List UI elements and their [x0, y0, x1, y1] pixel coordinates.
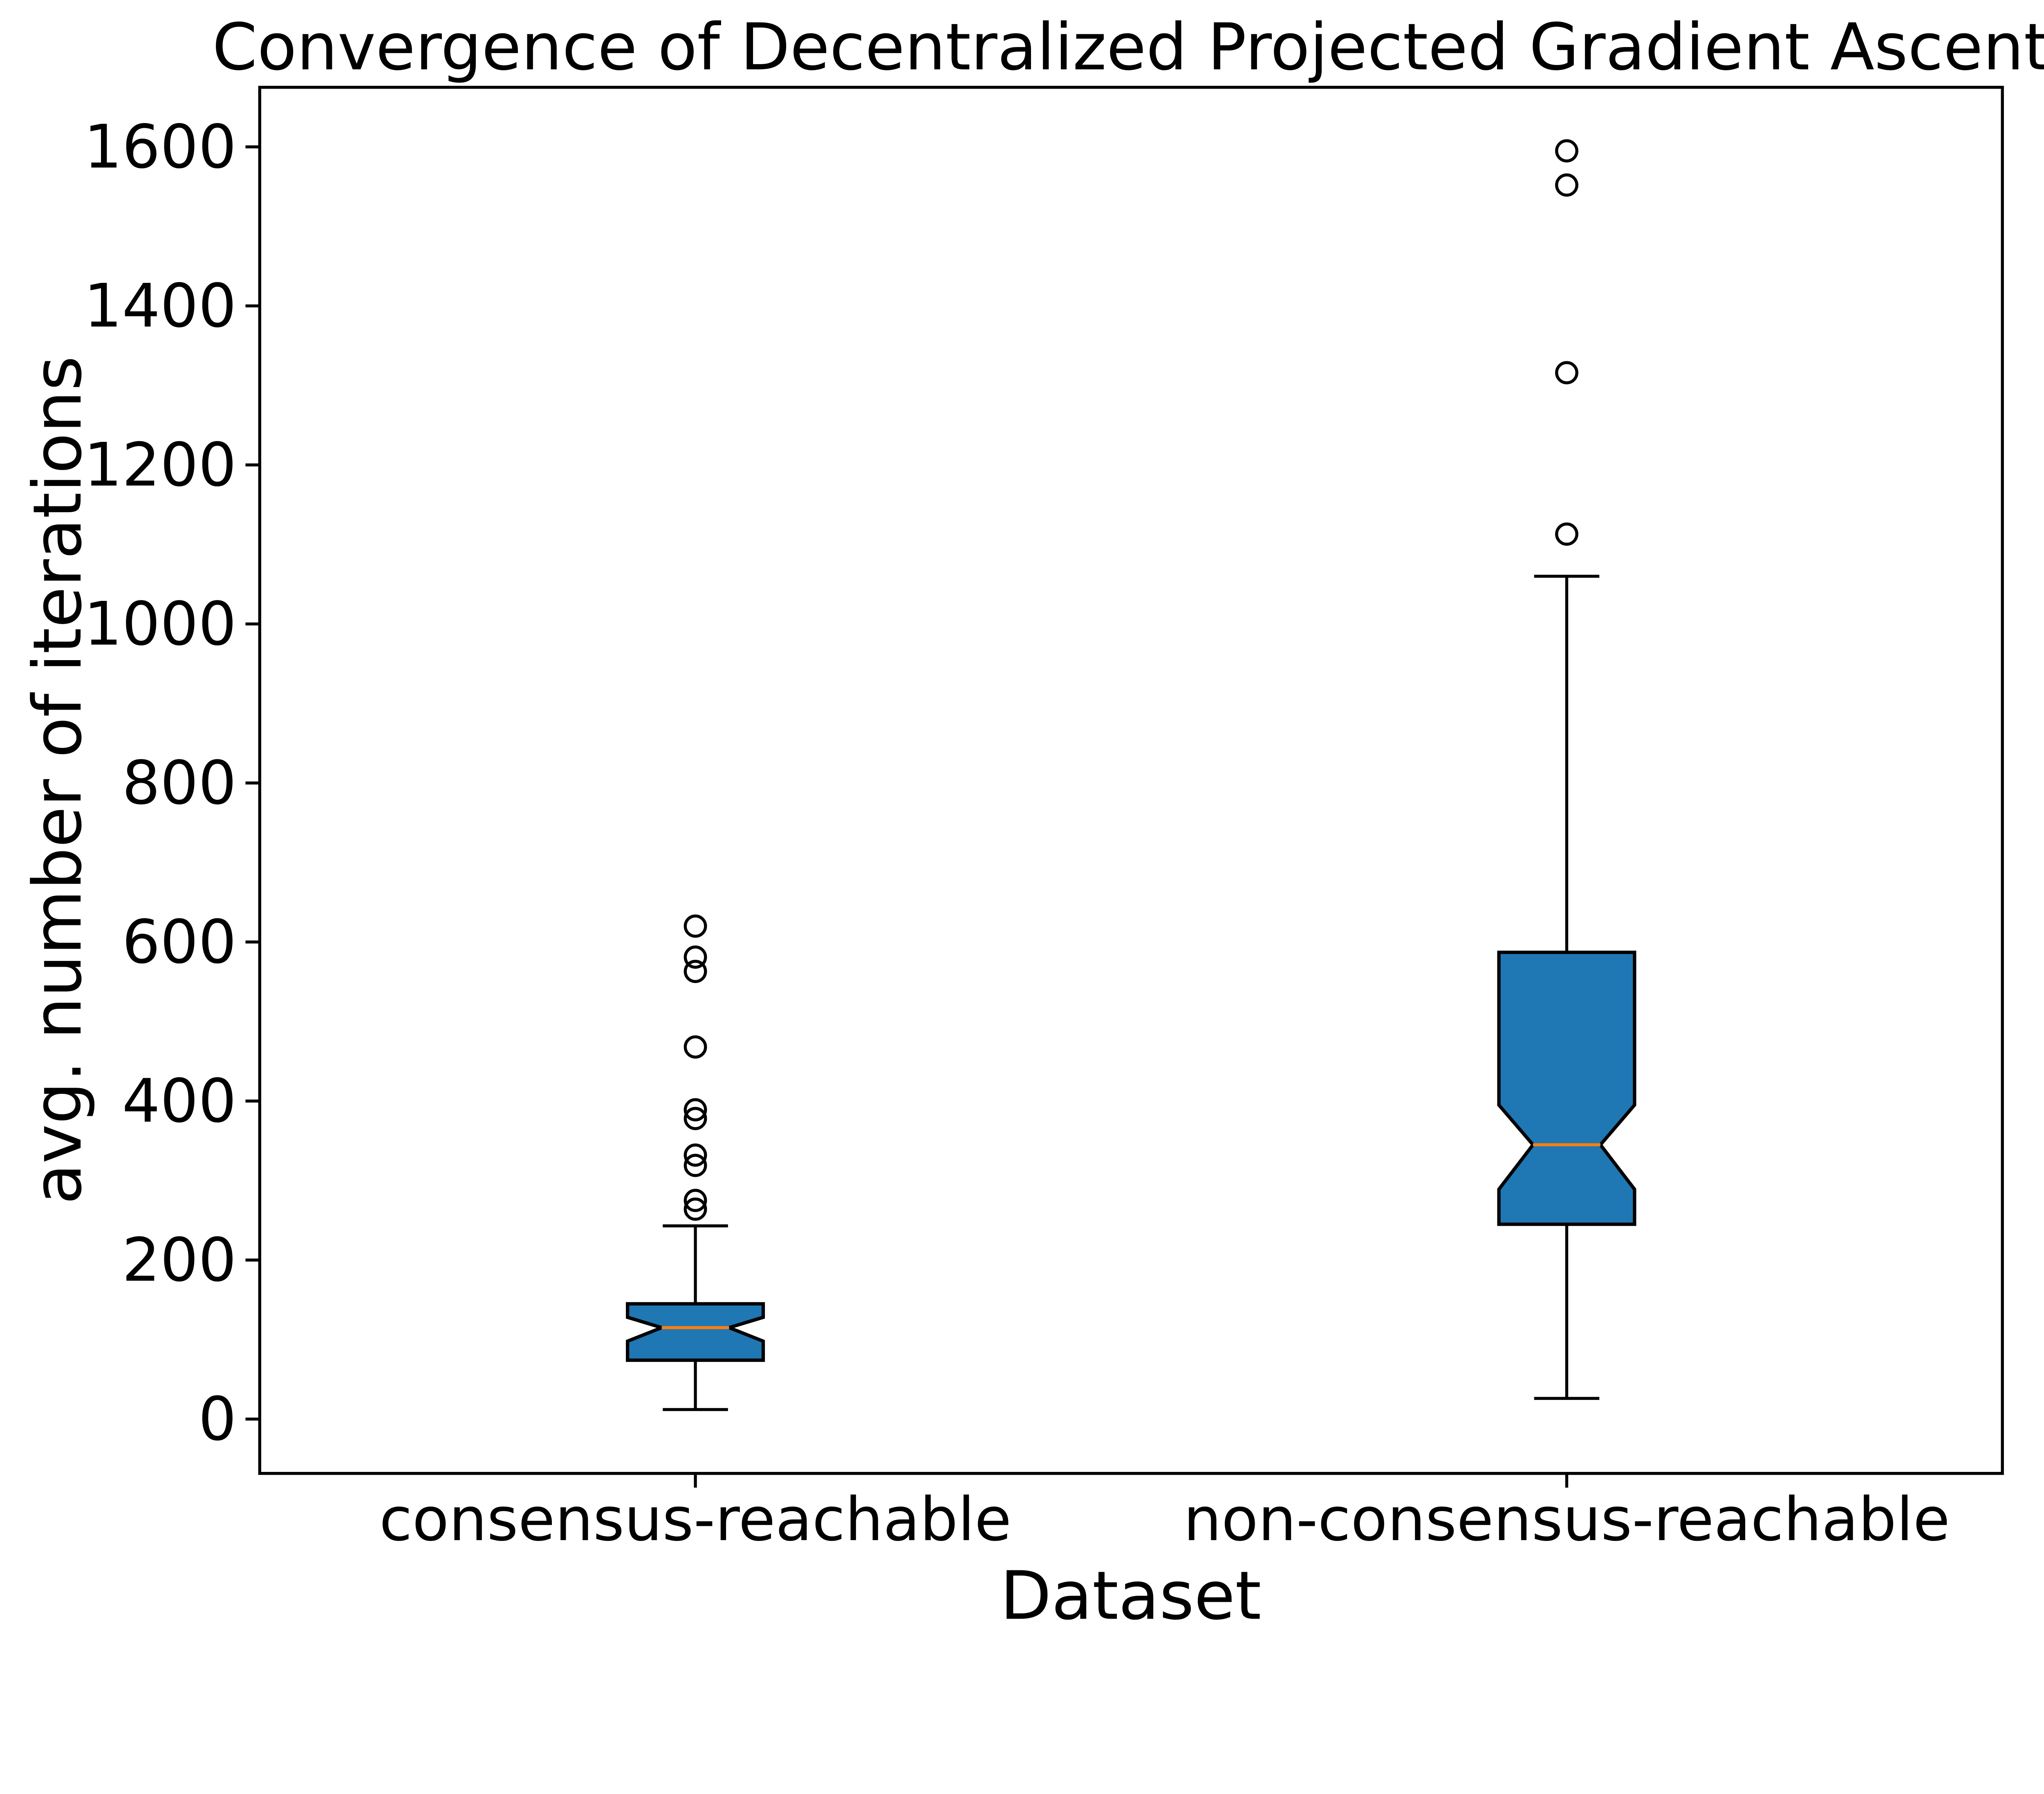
y-tick-label: 1600: [84, 112, 236, 182]
y-tick-label: 200: [122, 1225, 237, 1295]
boxplot-consensus-reachable: [625, 914, 765, 1411]
outlier-point: [1555, 522, 1578, 546]
x-tick-label: consensus-reachable: [379, 1485, 1011, 1554]
y-tick-label: 1000: [84, 589, 236, 659]
outlier-point: [684, 1107, 707, 1130]
outlier-point: [684, 1189, 707, 1212]
outlier-point: [684, 1197, 707, 1221]
outlier-point: [1555, 139, 1578, 163]
chart-canvas: Convergence of Decentralized Projected G…: [19, 10, 2044, 1635]
boxplot-figure: Convergence of Decentralized Projected G…: [19, 10, 2044, 1635]
y-tick-label: 800: [122, 748, 237, 818]
outlier-point: [1555, 173, 1578, 197]
outlier-point: [1555, 361, 1578, 385]
outlier-point: [684, 1153, 707, 1177]
y-axis-label: avg. number of iterations: [19, 356, 96, 1205]
boxplot-non-consensus-reachable: [1497, 139, 1636, 1400]
outlier-point: [684, 1098, 707, 1122]
x-tick-label: non-consensus-reachable: [1183, 1485, 1950, 1554]
x-axis-label: Dataset: [1000, 1557, 1261, 1635]
outlier-point: [684, 960, 707, 983]
y-tick-label: 1200: [84, 430, 236, 500]
outlier-point: [684, 945, 707, 969]
y-tick-label: 0: [198, 1384, 236, 1454]
axes-frame: [258, 85, 2004, 1475]
y-tick-label: 1400: [84, 271, 236, 341]
outlier-point: [684, 1035, 707, 1059]
outlier-point: [684, 1143, 707, 1167]
box: [625, 1302, 765, 1362]
chart-title: Convergence of Decentralized Projected G…: [212, 10, 2044, 85]
y-tick-label: 600: [122, 907, 237, 977]
outlier-point: [684, 914, 707, 938]
box: [1497, 950, 1636, 1226]
plot-area: 0 200 400 600 800 1000 1200 1400 1600 consensus-r…: [84, 85, 2004, 1554]
y-tick-label: 400: [122, 1066, 237, 1136]
